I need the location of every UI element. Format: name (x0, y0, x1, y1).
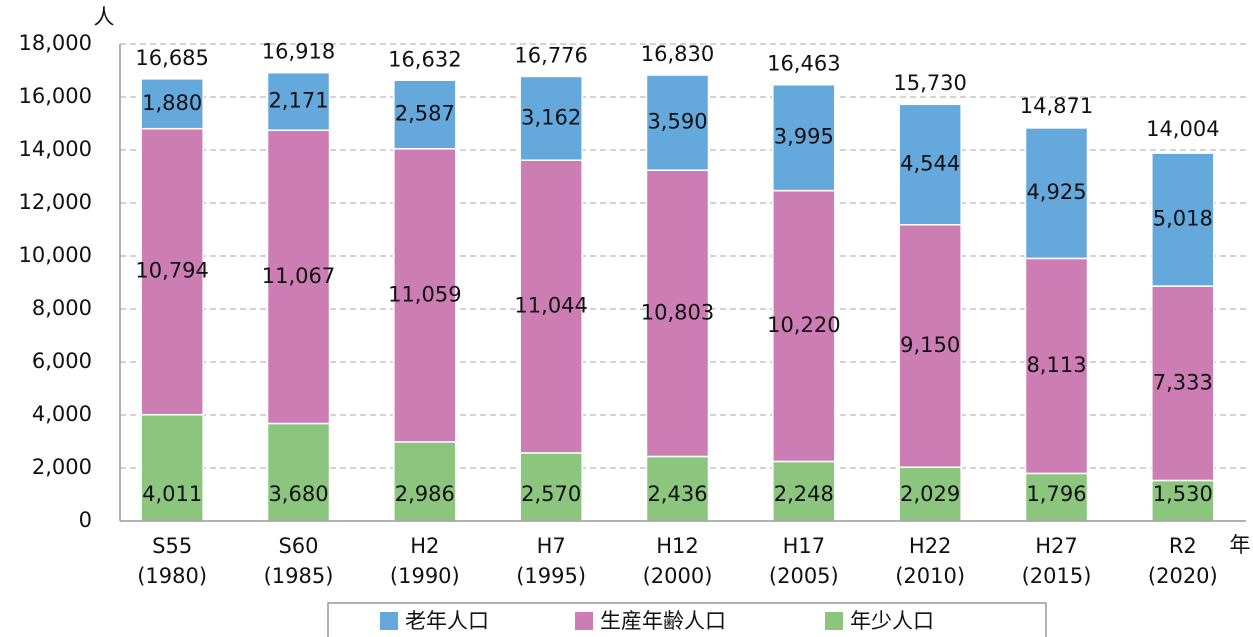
value-label: 2,248 (774, 482, 834, 506)
legend-swatch (825, 612, 843, 630)
y-tick-label: 8,000 (32, 296, 92, 320)
bar-segment (645, 169, 710, 458)
y-tick-label: 2,000 (32, 455, 92, 479)
value-label: 11,059 (388, 282, 461, 306)
x-tick-label: S60 (278, 534, 318, 558)
x-tick-label: R2 (1169, 534, 1197, 558)
value-label: 1,796 (1026, 482, 1086, 506)
x-tick-label: (1985) (264, 564, 334, 588)
value-label: 2,986 (395, 482, 455, 506)
bar-segment (898, 224, 962, 468)
total-label: 15,730 (893, 71, 966, 95)
bar-segment (519, 75, 583, 161)
bar-segment (1151, 285, 1215, 482)
y-tick-label: 10,000 (19, 243, 92, 267)
bar-segment (1024, 472, 1089, 522)
y-tick-label: 16,000 (19, 84, 92, 108)
x-tick-label: (2000) (643, 564, 713, 588)
value-label: 3,590 (647, 110, 707, 134)
total-label: 16,463 (767, 52, 840, 76)
x-tick-label: (2010) (895, 564, 965, 588)
legend-label: 生産年齢人口 (600, 609, 726, 633)
total-label: 16,830 (641, 42, 714, 66)
y-tick-label: 0 (79, 508, 92, 532)
x-tick-label: H17 (783, 534, 826, 558)
value-label: 1,880 (142, 91, 202, 115)
value-label: 10,220 (767, 313, 840, 337)
value-label: 5,018 (1153, 207, 1213, 231)
value-label: 2,029 (900, 482, 960, 506)
value-label: 4,544 (900, 152, 960, 176)
x-tick-label: H22 (909, 534, 952, 558)
value-label: 2,570 (521, 482, 581, 506)
y-tick-label: 4,000 (32, 402, 92, 426)
legend-box (327, 602, 1047, 637)
value-label: 10,794 (135, 259, 208, 283)
x-tick-label: (2020) (1148, 564, 1218, 588)
x-tick-label: S55 (152, 534, 192, 558)
bar-segment (1151, 152, 1215, 287)
total-label: 16,918 (262, 40, 335, 64)
legend-label: 年少人口 (850, 609, 934, 633)
value-label: 3,680 (268, 482, 328, 506)
legend-swatch (380, 612, 398, 630)
value-label: 2,436 (647, 482, 707, 506)
bar-segment (266, 71, 331, 131)
value-label: 2,587 (395, 102, 455, 126)
y-tick-label: 6,000 (32, 349, 92, 373)
value-label: 1,530 (1153, 482, 1213, 506)
value-label: 11,044 (514, 294, 587, 318)
value-label: 8,113 (1026, 353, 1086, 377)
x-tick-label: H7 (537, 534, 566, 558)
bar-segment (645, 74, 710, 171)
value-label: 3,995 (774, 125, 834, 149)
total-label: 16,776 (514, 43, 587, 67)
bar-segment (266, 129, 331, 425)
value-label: 7,333 (1153, 370, 1213, 394)
bar-segment (898, 466, 962, 522)
x-tick-label: H27 (1035, 534, 1078, 558)
x-unit-label: 年 (1230, 533, 1251, 557)
total-label: 14,004 (1146, 117, 1219, 141)
x-tick-label: (1980) (137, 564, 207, 588)
x-tick-label: (2015) (1022, 564, 1092, 588)
total-label: 16,632 (388, 47, 461, 71)
x-tick-label: (1995) (516, 564, 586, 588)
value-label: 11,067 (262, 264, 335, 288)
x-tick-label: H12 (656, 534, 699, 558)
value-label: 2,171 (268, 88, 328, 112)
bar-segment (140, 78, 204, 130)
legend-label: 老年人口 (405, 609, 489, 633)
x-tick-label: H2 (410, 534, 439, 558)
value-label: 10,803 (641, 300, 714, 324)
legend-swatch (575, 612, 593, 630)
bar-segment (1024, 127, 1089, 260)
bar-segment (393, 79, 457, 150)
bar-segment (898, 103, 962, 226)
value-label: 4,011 (142, 482, 202, 506)
y-tick-label: 18,000 (19, 31, 92, 55)
value-label: 4,925 (1026, 180, 1086, 204)
total-label: 14,871 (1020, 94, 1093, 118)
total-label: 16,685 (135, 46, 208, 70)
bar-segment (772, 83, 836, 192)
bar-segment (266, 422, 331, 522)
y-tick-label: 12,000 (19, 190, 92, 214)
value-label: 3,162 (521, 105, 581, 129)
bar-segment (519, 159, 583, 454)
bar-segment (140, 127, 204, 416)
y-unit-label: 人 (94, 5, 115, 29)
y-tick-label: 14,000 (19, 137, 92, 161)
bar-segment (140, 413, 204, 522)
x-tick-label: (2005) (769, 564, 839, 588)
x-tick-label: (1990) (390, 564, 460, 588)
value-label: 9,150 (900, 333, 960, 357)
